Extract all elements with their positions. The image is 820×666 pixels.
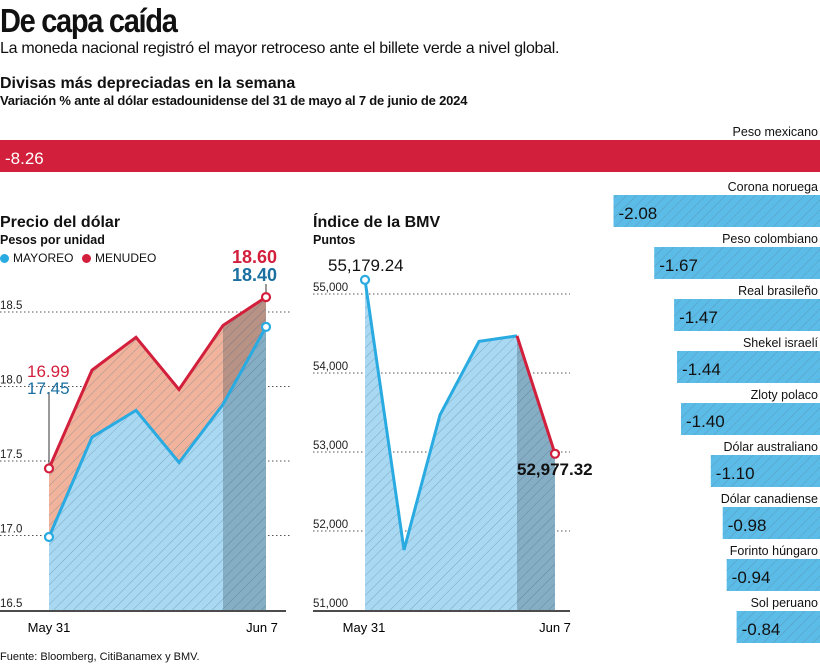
y-tick-label: 18.0 (0, 375, 22, 387)
page-title: De capa caída (0, 2, 178, 39)
bar-category-label: Dólar canadiense (721, 492, 818, 506)
last-day-shade (223, 297, 266, 610)
legend-dot-blue-icon (0, 253, 9, 263)
y-tick-label: 17.5 (0, 449, 22, 461)
bar-6 (710, 455, 820, 487)
end-red-label: 18.60 (232, 247, 277, 267)
bar-8 (726, 559, 820, 591)
bar-hatch (674, 299, 820, 331)
bar-hatch (654, 247, 820, 279)
end-blue-label: 18.40 (232, 265, 277, 285)
bar-hatch (613, 195, 820, 227)
bmv-end-point (549, 448, 561, 459)
bar-value-label: -1.67 (659, 256, 698, 275)
bar-value-label: -0.98 (728, 516, 767, 535)
mayoreo-area-hatch (49, 326, 266, 610)
page-subtitle: La moneda nacional registró el mayor ret… (0, 40, 560, 57)
menudeo-line (47, 295, 267, 470)
mayoreo-point (43, 531, 55, 543)
bar-category-label: Corona noruega (728, 180, 818, 194)
start-red-label: 16.99 (27, 362, 70, 381)
x-tick-label: Jun 7 (539, 620, 571, 635)
bar-value-label: -1.47 (679, 308, 718, 327)
start-blue-label: 17.45 (27, 379, 70, 398)
bar-value-label: -8.26 (5, 149, 44, 168)
bmv-end-label: 52,977.32 (517, 460, 593, 479)
bar-3 (674, 299, 820, 331)
x-tick-label: May 31 (343, 620, 386, 635)
bar-hatch (677, 351, 820, 383)
mayoreo-point (260, 321, 272, 332)
bar-value-label: -1.10 (716, 464, 755, 483)
bar-chart-title: Divisas más depreciadas en la semana (0, 75, 296, 92)
bar-value-label: -1.40 (686, 412, 725, 431)
bar-9 (736, 611, 820, 643)
y-tick-label: 51,000 (313, 598, 348, 610)
bar-value-label: -0.94 (732, 568, 771, 587)
y-tick-label: 53,000 (313, 440, 348, 452)
dollar-chart-unit: Pesos por unidad (0, 233, 105, 247)
bar-category-label: Zloty polaco (751, 388, 818, 402)
bar-hatch (681, 403, 820, 435)
source-note: Fuente: Bloomberg, CitiBanamex y BMV. (0, 651, 200, 663)
bmv-chart-title: Índice de la BMV (313, 214, 441, 231)
dollar-chart-title: Precio del dólar (0, 214, 121, 231)
bmv-start-label: 55,179.24 (328, 256, 404, 275)
menudeo-point (43, 463, 55, 474)
bar-value-label: -0.84 (742, 620, 781, 639)
bar-category-label: Dólar australiano (724, 440, 819, 454)
bmv-start-point (359, 274, 371, 285)
bmv-area (365, 279, 555, 610)
bmv-line-last (515, 335, 557, 455)
y-tick-label: 18.5 (0, 300, 22, 312)
bar-value-label: -2.08 (619, 204, 658, 223)
bar-category-label: Shekel israelí (743, 336, 819, 350)
bmv-chart-unit: Puntos (313, 233, 356, 247)
bar-5 (681, 403, 820, 435)
bar-hatch (722, 507, 820, 539)
bar-hatch (726, 559, 820, 591)
bar-0 (0, 140, 820, 172)
bar-4 (677, 351, 820, 383)
y-tick-label: 16.5 (0, 598, 22, 610)
menudeo-point (260, 292, 272, 303)
bar-category-label: Forinto húngaro (730, 544, 818, 558)
legend-label: MENUDEO (95, 251, 157, 265)
bar-category-label: Peso mexicano (733, 125, 819, 139)
bmv-line (363, 279, 518, 551)
legend-menudeo: MENUDEO (82, 251, 156, 265)
bar-1 (613, 195, 820, 227)
bar-category-label: Peso colombiano (722, 232, 818, 246)
legend-dot-red-icon (82, 253, 91, 263)
bar-category-label: Sol peruano (751, 596, 818, 610)
bar-value-label: -1.44 (682, 360, 721, 379)
y-tick-label: 55,000 (313, 282, 348, 294)
last-day-shade (517, 335, 555, 610)
y-tick-label: 52,000 (313, 519, 348, 531)
x-tick-label: May 31 (28, 620, 71, 635)
menudeo-area (49, 297, 266, 537)
y-tick-label: 17.0 (0, 524, 22, 536)
x-tick-label: Jun 7 (246, 620, 278, 635)
legend-mayoreo: MAYOREO (0, 251, 73, 265)
mayoreo-line (47, 326, 268, 538)
bar-hatch (736, 611, 820, 643)
bar-2 (654, 247, 820, 279)
bar-chart-subtitle: Variación % ante al dólar estadounidense… (0, 93, 468, 108)
bmv-area-hatch (365, 279, 555, 610)
y-tick-label: 54,000 (313, 361, 348, 373)
mayoreo-area (49, 326, 266, 610)
bar-category-label: Real brasileño (738, 284, 818, 298)
menudeo-area-hatch (49, 297, 266, 537)
bar-7 (722, 507, 820, 539)
bar-hatch (710, 455, 820, 487)
legend-label: MAYOREO (13, 251, 74, 265)
